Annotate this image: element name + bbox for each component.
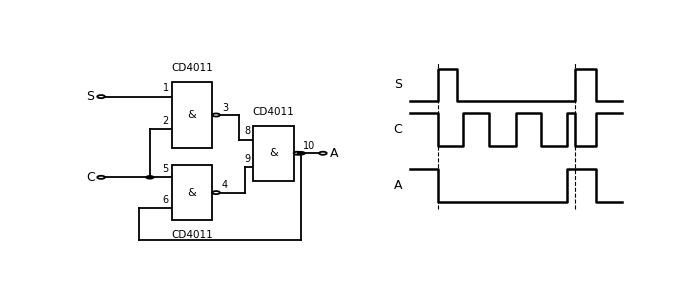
Text: C: C bbox=[86, 171, 94, 184]
Text: 6: 6 bbox=[162, 195, 169, 205]
Text: 9: 9 bbox=[244, 154, 251, 164]
Text: 8: 8 bbox=[244, 126, 251, 136]
Circle shape bbox=[146, 176, 154, 179]
Text: CD4011: CD4011 bbox=[171, 230, 213, 240]
Text: C: C bbox=[393, 123, 402, 136]
Text: CD4011: CD4011 bbox=[253, 107, 294, 117]
Text: A: A bbox=[393, 179, 402, 192]
Bar bbox=[172, 82, 212, 148]
Text: &: & bbox=[188, 110, 196, 120]
Text: CD4011: CD4011 bbox=[171, 63, 213, 74]
Text: 3: 3 bbox=[222, 103, 228, 113]
Bar bbox=[253, 126, 294, 181]
Text: &: & bbox=[269, 148, 278, 158]
Circle shape bbox=[298, 152, 305, 155]
Text: 2: 2 bbox=[162, 116, 169, 126]
Text: S: S bbox=[394, 78, 402, 91]
Text: 1: 1 bbox=[162, 83, 169, 93]
Text: A: A bbox=[330, 147, 338, 160]
Text: 5: 5 bbox=[162, 164, 169, 174]
Text: 10: 10 bbox=[303, 141, 316, 151]
Bar bbox=[172, 165, 212, 220]
Text: S: S bbox=[87, 90, 94, 103]
Text: &: & bbox=[188, 188, 196, 198]
Text: 4: 4 bbox=[222, 180, 228, 191]
